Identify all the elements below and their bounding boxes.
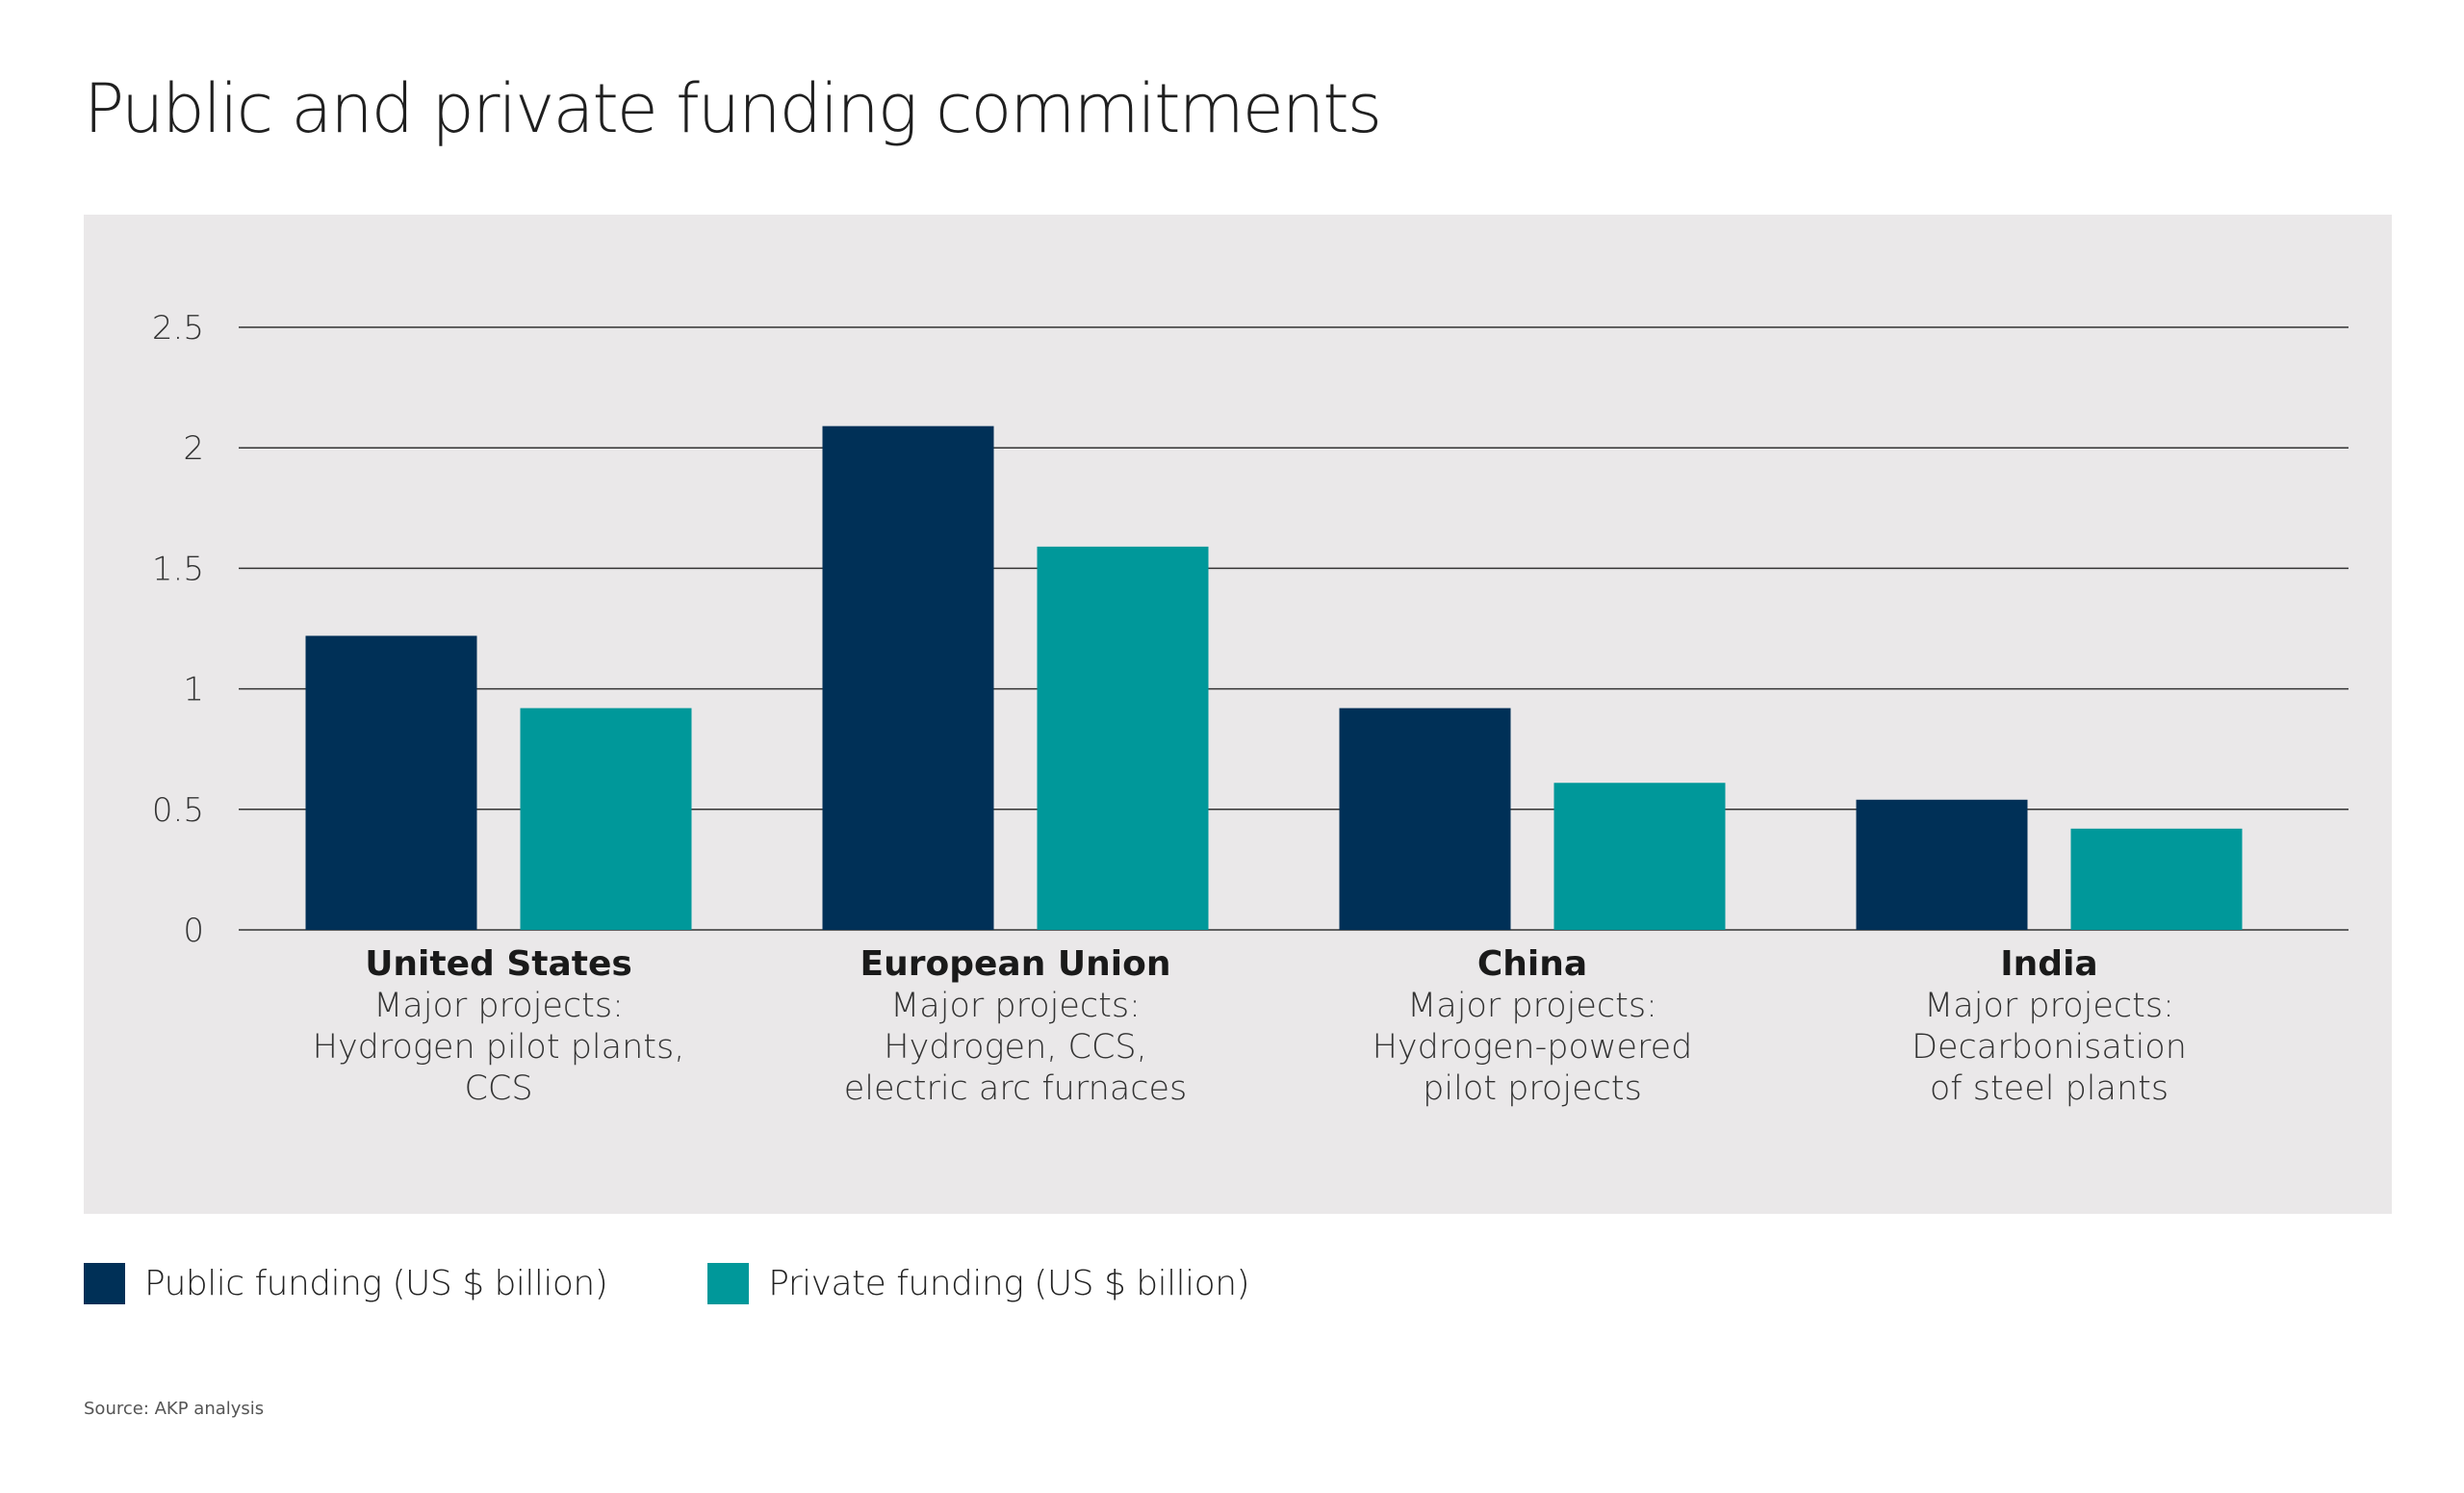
source-note: Source: AKP analysis (84, 1399, 265, 1419)
category-label: India (2000, 944, 2097, 984)
legend-item-public: Public funding (US $ billion) (84, 1262, 608, 1304)
category-sublabel: pilot projects (1423, 1069, 1642, 1108)
bar-public (1856, 799, 2028, 930)
category-sublabel: Major projects: (1924, 987, 2174, 1025)
legend-label-private: Private funding (US $ billion) (768, 1263, 1250, 1303)
bar-private (1037, 546, 1209, 930)
legend-swatch-private (707, 1262, 750, 1304)
category-label: China (1477, 944, 1587, 984)
category-sublabel: Major projects: (373, 987, 624, 1025)
legend-swatch-public (84, 1262, 125, 1304)
legend: Public funding (US $ billion) Private fu… (84, 1262, 1349, 1304)
y-tick-label: 0 (183, 912, 204, 950)
category-sublabel: CCS (464, 1069, 532, 1108)
category-label: United States (365, 944, 632, 984)
category-label: European Union (860, 944, 1171, 984)
bar-public (305, 635, 477, 930)
bar-public (1339, 708, 1511, 930)
category-sublabel: Hydrogen pilot plants, (313, 1028, 685, 1067)
chart-title: Public and private funding commitments (84, 69, 1382, 148)
legend-label-public: Public funding (US $ billion) (144, 1263, 608, 1303)
chart-panel: 0 0.5 1 1.5 2 2.5 United States Major projects:… (84, 215, 2392, 1214)
category-sublabel: Hydrogen-powered (1373, 1028, 1693, 1067)
y-tick-label: 0.5 (152, 791, 204, 830)
y-tick-label: 1.5 (152, 550, 204, 588)
category-sublabel: Major projects: (1407, 987, 1657, 1025)
category-sublabel: of steel plants (1930, 1069, 2169, 1108)
legend-item-private: Private funding (US $ billion) (707, 1262, 1250, 1304)
bar-private (1553, 783, 1726, 930)
y-tick-label: 2 (183, 429, 204, 468)
category-sublabel: Decarbonisation (1912, 1028, 2187, 1067)
category-sublabel: Hydrogen, CCS, (884, 1028, 1146, 1067)
category-sublabel: electric arc furnaces (844, 1069, 1188, 1108)
bar-public (822, 425, 994, 930)
category-sublabel: Major projects: (890, 987, 1141, 1025)
bar-private (520, 708, 692, 930)
y-tick-label: 1 (183, 671, 204, 709)
bar-private (2070, 828, 2243, 930)
y-tick-label: 2.5 (152, 309, 204, 348)
